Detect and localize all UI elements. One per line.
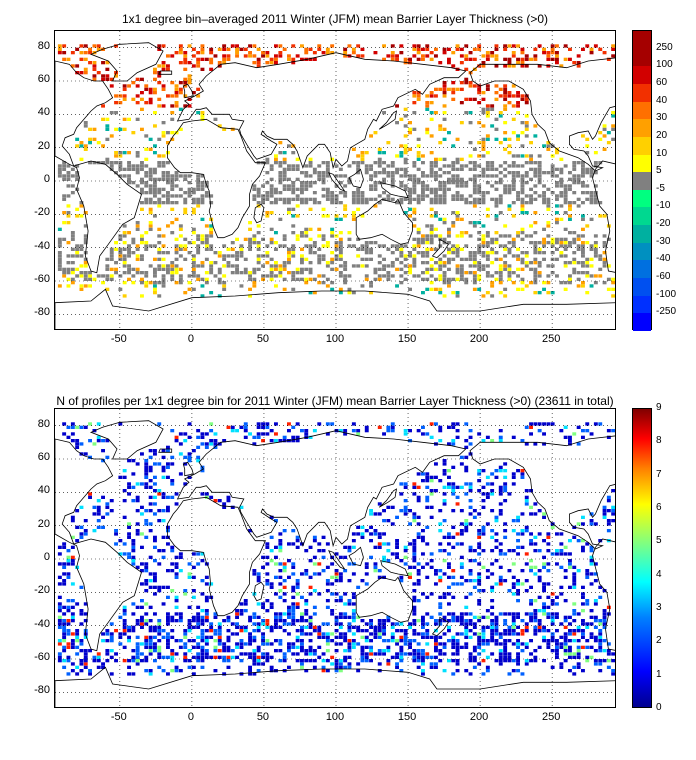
colorbar-segment <box>633 278 651 297</box>
colorbar-tick-label: -20 <box>656 218 671 230</box>
colorbar-tick-label: -40 <box>656 253 671 265</box>
coastlines <box>55 42 615 329</box>
gridlines <box>55 409 615 707</box>
y-tick-label: 20 <box>37 139 50 152</box>
y-tick-label: 60 <box>37 73 50 85</box>
data-cells <box>57 44 615 298</box>
colorbar-tick-label: 4 <box>656 568 662 580</box>
colorbar-segment <box>633 101 651 120</box>
x-tick-label: 0 <box>187 711 194 723</box>
colorbar-segment <box>633 154 651 173</box>
x-tick-label: 250 <box>541 333 561 345</box>
colorbar-tick-label: -250 <box>656 306 677 318</box>
colorbar-tick-label: 3 <box>656 602 662 613</box>
y-tick-label: 40 <box>37 484 50 497</box>
colorbar-tick-label: 9 <box>656 402 662 413</box>
x-tick-label: 50 <box>256 711 270 723</box>
colorbar-tick-label: 6 <box>656 502 662 513</box>
colorbar-tick-label: 5 <box>656 535 662 547</box>
colorbar-segment <box>633 313 651 332</box>
colorbar-tick-label: 5 <box>656 165 662 177</box>
colorbar-tick-label: -100 <box>656 288 677 300</box>
colorbar-tick-label: 1 <box>656 668 662 680</box>
gridlines <box>55 31 615 329</box>
y-tick-label: -40 <box>34 617 50 630</box>
colorbar-tick-label: 40 <box>656 94 668 106</box>
y-tick-label: -20 <box>34 206 50 219</box>
x-tick-label: -50 <box>110 333 127 345</box>
colorbar-segment <box>633 48 651 67</box>
colorbar-tick-label: 100 <box>656 59 673 71</box>
colorbar-segment <box>633 136 651 156</box>
colorbar-segment <box>633 260 651 279</box>
y-tick-label: 80 <box>37 417 50 430</box>
y-tick-label: 80 <box>37 39 50 52</box>
y-tick-label: -40 <box>34 239 50 252</box>
y-tick-label: -80 <box>34 684 50 697</box>
bottom-map-plot <box>54 408 616 708</box>
y-tick-label: 0 <box>43 173 50 185</box>
top-map-svg <box>55 31 615 329</box>
colorbar-tick-label: 8 <box>656 435 662 447</box>
colorbar-segment <box>633 242 651 261</box>
colorbar-tick-label: 2 <box>656 635 662 647</box>
bottom-map-title: N of profiles per 1x1 degree bin for 201… <box>56 394 614 408</box>
x-tick-label: -50 <box>110 711 127 723</box>
x-tick-label: 0 <box>187 333 194 345</box>
bottom-colorbar <box>632 408 652 708</box>
y-tick-label: -20 <box>34 584 50 597</box>
y-tick-label: 40 <box>37 106 50 119</box>
y-tick-label: 20 <box>37 517 50 530</box>
data-cells <box>57 422 615 676</box>
y-tick-label: 0 <box>43 551 50 563</box>
colorbar-segment <box>633 83 651 103</box>
bottom-map-svg <box>55 409 615 707</box>
x-tick-label: 150 <box>397 333 417 345</box>
colorbar-tick-label: 0 <box>656 702 662 713</box>
x-tick-label: 150 <box>397 711 417 723</box>
y-tick-label: -60 <box>34 651 50 663</box>
x-tick-label: 100 <box>325 333 345 345</box>
x-tick-label: 200 <box>469 333 489 345</box>
colorbar-segment <box>633 189 651 208</box>
x-tick-label: 200 <box>469 711 489 723</box>
colorbar-tick-label: 20 <box>656 129 668 141</box>
x-tick-label: 100 <box>325 711 345 723</box>
colorbar-tick-label: -5 <box>656 182 665 194</box>
colorbar-tick-label: -30 <box>656 235 671 247</box>
y-tick-label: -60 <box>34 273 50 285</box>
top-map-title: 1x1 degree bin–averaged 2011 Winter (JFM… <box>121 12 549 26</box>
y-tick-label: -80 <box>34 306 50 319</box>
colorbar-tick-label: -10 <box>656 200 671 212</box>
x-tick-label: 50 <box>256 333 270 345</box>
colorbar-segment <box>633 31 651 50</box>
y-tick-label: 60 <box>37 451 50 463</box>
top-map-plot <box>54 30 616 330</box>
colorbar-tick-label: 250 <box>656 41 673 53</box>
colorbar-tick-label: 7 <box>656 468 662 480</box>
colorbar-segment <box>633 66 651 85</box>
top-colorbar <box>632 30 652 332</box>
coastlines <box>55 420 615 707</box>
colorbar-segment <box>633 225 651 244</box>
colorbar-segment <box>633 172 651 191</box>
colorbar-segment <box>633 207 651 226</box>
x-tick-label: 250 <box>541 711 561 723</box>
colorbar-segment <box>633 119 651 138</box>
colorbar-segment <box>633 295 651 314</box>
colorbar-tick-label: 60 <box>656 76 668 88</box>
colorbar-tick-label: 30 <box>656 112 668 124</box>
colorbar-tick-label: 10 <box>656 147 668 159</box>
colorbar-tick-label: -60 <box>656 271 671 283</box>
